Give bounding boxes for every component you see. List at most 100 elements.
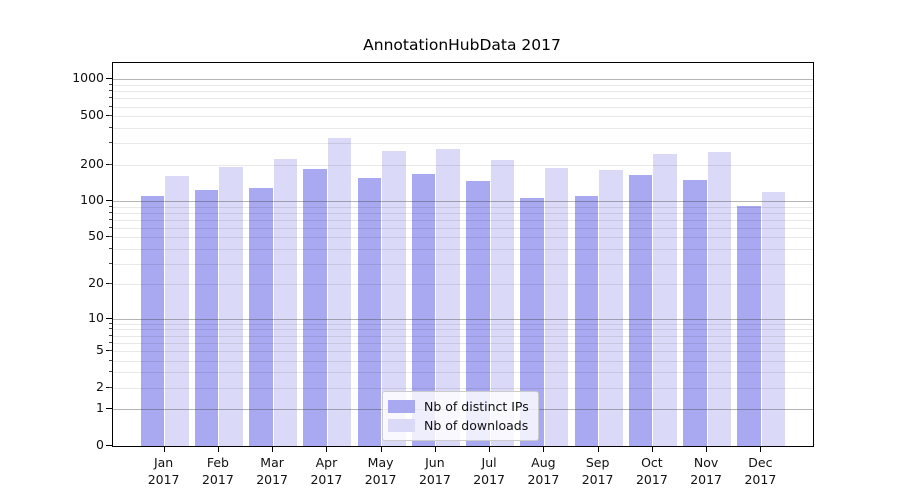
y-tick-mark-minor (109, 97, 112, 99)
x-tick-mark (272, 447, 274, 452)
x-tick-mark (380, 447, 382, 452)
bar-downloads (653, 153, 677, 446)
y-tick-mark-minor (109, 115, 112, 117)
y-tick-mark-minor (109, 211, 112, 213)
y-tick-label: 5 (96, 341, 104, 357)
bar-distinct-ips (140, 196, 165, 446)
bar-distinct-ips (683, 180, 707, 446)
x-tick-year: 2017 (310, 472, 343, 487)
x-tick-mark (543, 447, 545, 452)
x-tick-mark (217, 447, 219, 452)
x-tick-year: 2017 (527, 472, 560, 487)
legend-label-downloads: Nb of downloads (424, 418, 529, 433)
x-tick-year: 2017 (744, 472, 777, 487)
x-tick-month: May (367, 455, 394, 470)
bar-distinct-ips (303, 169, 327, 446)
bar-downloads (436, 148, 460, 446)
y-tick-mark (106, 200, 112, 202)
y-tick-label: 10 (88, 309, 104, 325)
y-tick-label: 0 (96, 437, 104, 452)
legend: Nb of distinct IPs Nb of downloads (382, 391, 539, 441)
x-tick-label: Oct 2017 (624, 454, 680, 488)
x-tick-label: Apr 2017 (298, 454, 354, 488)
x-tick-mark (163, 447, 165, 452)
x-tick-label: Sep 2017 (570, 454, 626, 488)
x-tick-month: Jan (153, 455, 174, 470)
y-tick-mark (106, 445, 112, 446)
x-tick-label: May 2017 (353, 454, 409, 488)
x-tick-month: Dec (748, 455, 773, 470)
x-tick-mark (489, 447, 491, 452)
x-tick-month: Jun (425, 455, 445, 470)
y-tick-label: 20 (88, 275, 104, 291)
y-tick-mark-minor (109, 359, 112, 361)
x-tick-year: 2017 (201, 472, 234, 487)
x-tick-year: 2017 (147, 472, 180, 487)
bar-downloads (761, 191, 786, 446)
x-tick-year: 2017 (581, 472, 614, 487)
bars-layer (113, 63, 813, 446)
x-tick-mark (434, 447, 436, 452)
bar-downloads (327, 138, 352, 446)
y-tick-mark-minor (109, 84, 112, 85)
x-tick-label: Jun 2017 (407, 454, 463, 488)
x-tick-label: Feb 2017 (190, 454, 246, 488)
y-tick-label: 500 (80, 107, 104, 123)
x-tick-label: Jul 2017 (461, 454, 517, 488)
x-tick-year: 2017 (473, 472, 505, 487)
x-tick-month: Nov (693, 455, 719, 470)
y-tick-label: 2 (96, 378, 104, 394)
y-tick-mark-minor (109, 90, 112, 92)
bar-distinct-ips (249, 187, 273, 446)
x-tick-month: Jul (481, 455, 497, 470)
x-tick-label: Dec 2017 (732, 454, 788, 488)
x-tick-year: 2017 (635, 472, 668, 487)
y-tick-mark-minor (109, 236, 112, 238)
y-tick-label: 1000 (72, 70, 104, 86)
x-tick-mark (597, 447, 599, 452)
bar-distinct-ips (411, 173, 436, 446)
x-tick-label: Jan 2017 (136, 454, 192, 488)
x-tick-month: Mar (260, 455, 284, 470)
bar-downloads (707, 151, 732, 446)
chart-title: AnnotationHubData 2017 (363, 36, 561, 54)
x-tick-month: Oct (641, 455, 663, 470)
y-tick-label: 1 (96, 400, 104, 416)
x-tick-year: 2017 (418, 472, 451, 487)
bar-distinct-ips (194, 189, 219, 446)
y-tick-mark (106, 78, 112, 80)
y-tick-mark-minor (109, 371, 112, 373)
bar-distinct-ips (628, 175, 653, 446)
x-tick-month: Feb (206, 455, 229, 470)
bar-distinct-ips (357, 178, 382, 446)
y-tick-mark-minor (109, 349, 112, 351)
y-tick-mark-minor (109, 142, 112, 144)
plot-area: Nb of distinct IPs Nb of downloads (112, 62, 814, 447)
legend-swatch-downloads (388, 419, 415, 432)
y-tick-mark-minor (109, 226, 112, 228)
bar-downloads (544, 167, 569, 446)
x-tick-mark (651, 447, 653, 452)
bar-downloads (165, 176, 189, 446)
y-tick-mark-minor (109, 126, 112, 128)
legend-item-downloads: Nb of downloads (388, 416, 529, 435)
y-tick-mark-minor (109, 328, 112, 330)
y-tick-mark-minor (109, 386, 112, 388)
x-tick-year: 2017 (690, 472, 722, 487)
y-tick-mark-minor (109, 205, 112, 207)
y-tick-mark-minor (109, 163, 112, 165)
bar-downloads (599, 170, 623, 446)
y-tick-label: 100 (80, 192, 104, 208)
y-tick-mark-minor (109, 283, 112, 285)
bar-downloads (490, 160, 515, 446)
x-tick-month: Aug (531, 455, 556, 470)
legend-label-distinct-ips: Nb of distinct IPs (424, 399, 529, 414)
x-tick-mark (326, 447, 328, 452)
y-tick-label: 50 (88, 228, 104, 244)
y-tick-mark (106, 408, 112, 410)
legend-item-distinct-ips: Nb of distinct IPs (388, 397, 529, 416)
bar-distinct-ips (520, 197, 544, 446)
bar-distinct-ips (574, 195, 599, 446)
x-tick-label: Mar 2017 (244, 454, 300, 488)
